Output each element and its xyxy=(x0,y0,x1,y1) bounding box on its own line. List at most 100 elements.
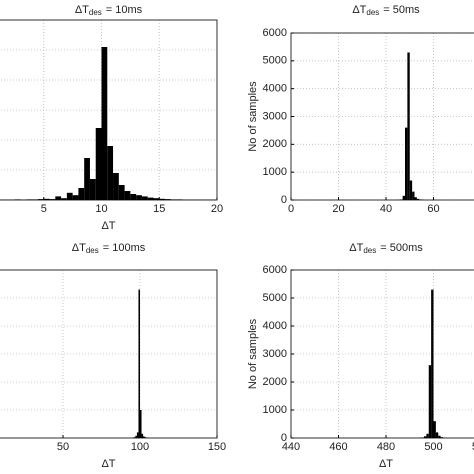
y-tick-label: 2000 xyxy=(263,138,287,150)
y-tick-label: 0 xyxy=(281,194,287,206)
panel: 0204060800100020003000400050006000ΔTdes=… xyxy=(247,4,474,215)
title-subscript: des xyxy=(89,8,102,17)
histogram-bar xyxy=(402,195,405,200)
histogram-bar xyxy=(61,198,67,200)
x-tick-label: 15 xyxy=(153,203,165,215)
x-tick-label: 500 xyxy=(424,441,442,453)
histogram-bar xyxy=(118,185,125,200)
histogram-bar xyxy=(405,127,408,200)
y-tick-label: 3000 xyxy=(263,348,287,360)
histogram-bar xyxy=(438,435,441,438)
title-rest: = 50ms xyxy=(383,4,420,16)
histogram-bar xyxy=(144,437,147,438)
x-tick-label: 60 xyxy=(427,203,439,215)
histogram-bar xyxy=(433,421,436,438)
panel: 0501001500100020003000400050006000ΔTdes=… xyxy=(0,242,226,470)
y-tick-label: 6000 xyxy=(263,264,287,276)
title-main: ΔT xyxy=(352,4,366,16)
x-tick-label: 50 xyxy=(57,441,69,453)
title-rest: = 100ms xyxy=(103,242,146,254)
panel: 440 460 480 500 520 0 1000 2000 3000 4000 5000 6000… xyxy=(247,242,474,470)
plot-frame xyxy=(0,19,218,201)
x-axis-label: ΔT xyxy=(101,458,115,470)
histogram-bar xyxy=(55,196,62,200)
title-subscript: des xyxy=(86,246,99,255)
y-axis-label: No of samples xyxy=(247,81,259,152)
title-rest: = 10ms xyxy=(106,4,143,16)
histogram-bar xyxy=(72,195,79,200)
y-axis-label: No of samples xyxy=(247,318,259,389)
x-tick-label: 20 xyxy=(332,203,344,215)
x-tick-label: 40 xyxy=(380,203,392,215)
histogram-bar xyxy=(130,194,137,200)
histogram-bar xyxy=(113,173,119,200)
x-tick-label: 440 xyxy=(282,441,300,453)
histogram-bar xyxy=(409,180,413,200)
histogram-bar xyxy=(89,179,96,200)
histogram-bar xyxy=(37,199,44,200)
x-tick-label: 480 xyxy=(377,441,395,453)
histogram-bar xyxy=(143,436,145,438)
histogram-bar xyxy=(43,198,50,200)
title-subscript: des xyxy=(363,246,376,255)
title-main: ΔT xyxy=(72,242,86,254)
plot-frame xyxy=(290,32,474,201)
histogram-bar xyxy=(165,199,171,200)
y-tick-label: 5000 xyxy=(263,292,287,304)
histogram-bar xyxy=(147,197,154,200)
histogram-bar xyxy=(435,432,439,438)
x-tick-label: 20 xyxy=(211,203,223,215)
title-rest: = 500ms xyxy=(380,242,423,254)
histogram-bar xyxy=(84,158,90,200)
plot-frame xyxy=(0,269,218,439)
histogram-bar xyxy=(424,436,427,438)
y-tick-label: 5000 xyxy=(263,55,287,67)
histogram-bar xyxy=(95,128,102,200)
histogram-bar xyxy=(135,435,137,438)
histogram-bar xyxy=(416,198,420,200)
histogram-bar xyxy=(49,199,56,200)
histogram-bar xyxy=(136,195,142,200)
x-tick-label: 10 xyxy=(95,203,107,215)
panel-title: ΔTdes = 500ms xyxy=(349,242,423,255)
histogram-bar xyxy=(440,437,443,438)
histogram-bar xyxy=(426,433,429,438)
histogram-bar xyxy=(66,192,73,200)
histogram-bar xyxy=(428,365,432,438)
histogram-bar xyxy=(101,47,108,200)
histogram-bar xyxy=(431,289,434,438)
y-tick-label: 4000 xyxy=(263,83,287,95)
title-subscript: des xyxy=(366,8,379,17)
title-main: ΔT xyxy=(75,4,89,16)
x-tick-label: 100 xyxy=(131,441,149,453)
panel-title: ΔTdes = 10ms xyxy=(75,4,143,17)
panel-title: ΔTdes = 50ms xyxy=(352,4,420,17)
plot-frame xyxy=(290,269,474,439)
histogram-bar xyxy=(107,146,114,200)
histogram-bar xyxy=(136,432,139,438)
histogram-bar xyxy=(153,198,160,200)
x-axis-label: ΔT xyxy=(101,220,115,232)
histogram-bar xyxy=(124,191,131,200)
title-main: ΔT xyxy=(349,242,363,254)
histogram-bar xyxy=(138,289,140,438)
histogram-bar xyxy=(407,52,410,200)
histogram-bar xyxy=(159,198,166,200)
x-tick-label: 5 xyxy=(41,203,47,215)
y-tick-label: 6000 xyxy=(263,27,287,39)
x-tick-label: 0 xyxy=(288,203,294,215)
y-tick-label: 1000 xyxy=(263,404,287,416)
x-tick-label: 150 xyxy=(208,441,226,453)
x-tick-label: 520 xyxy=(472,441,474,453)
y-tick-label: 4000 xyxy=(263,320,287,332)
histogram-bar xyxy=(78,188,85,200)
y-tick-label: 1000 xyxy=(263,166,287,178)
histogram-bar xyxy=(412,191,415,200)
histogram-bar xyxy=(141,433,144,438)
panel-title: ΔTdes = 100ms xyxy=(72,242,146,255)
x-tick-label: 460 xyxy=(329,441,347,453)
histogram-bar xyxy=(140,410,142,438)
y-tick-label: 0 xyxy=(281,432,287,444)
panel: 05101520050010001500200025003000ΔTdes= 1… xyxy=(0,4,223,232)
